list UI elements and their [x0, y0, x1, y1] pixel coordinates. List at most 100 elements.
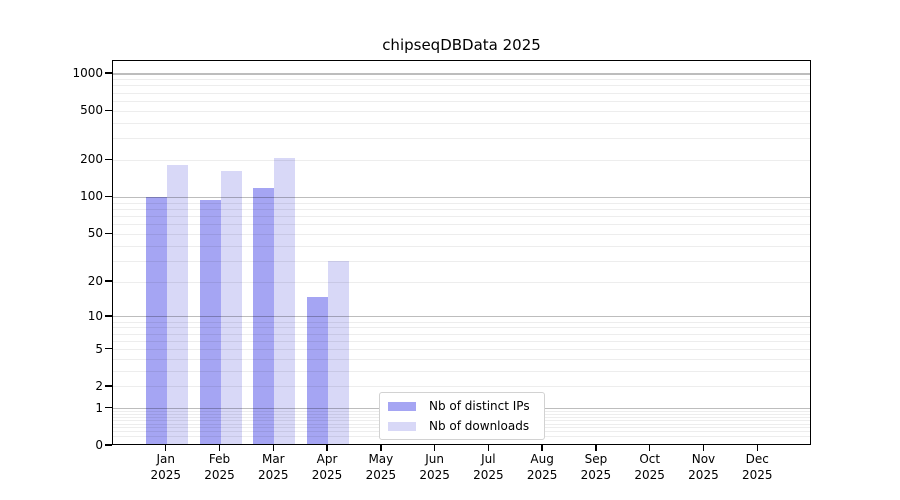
bar-nb-of-downloads-jan [166, 164, 188, 444]
gridline-minor-900 [113, 79, 810, 81]
gridline-minor-6 [113, 340, 810, 342]
gridline-minor-700 [113, 92, 810, 94]
legend-label-distinct-ips: Nb of distinct IPs [429, 399, 530, 413]
y-tick-label-5: 5 [95, 341, 103, 356]
gridline-minor-300 [113, 138, 810, 140]
gridline-minor-8 [113, 327, 810, 329]
x-tick-mark-oct [648, 445, 651, 451]
y-tick-label-1: 1 [95, 400, 103, 415]
gridline-minor-400 [113, 122, 810, 124]
month-year: 2025 [258, 467, 289, 482]
x-tick-mark-aug [541, 445, 543, 451]
y-tick-label-500: 500 [80, 103, 103, 118]
x-tick-label-oct: Oct 2025 [622, 452, 678, 483]
x-tick-label-feb: Feb 2025 [192, 452, 248, 483]
y-tick-mark-200 [105, 158, 112, 161]
month-name: Jul [481, 452, 496, 466]
chart-title: chipseqDBData 2025 [382, 36, 541, 54]
gridline-minor-20 [113, 281, 810, 283]
gridline-minor-7 [113, 333, 810, 335]
y-tick-label-200: 200 [80, 152, 103, 167]
gridline-minor-50 [113, 233, 810, 235]
x-tick-label-may: May 2025 [353, 452, 409, 483]
y-tick-mark-1 [105, 406, 112, 409]
month-name: Dec [745, 452, 769, 466]
gridline-major-1000 [113, 73, 810, 75]
gridline-minor-200 [113, 159, 810, 161]
x-tick-mark-feb [218, 445, 221, 451]
x-tick-label-aug: Aug 2025 [514, 452, 570, 483]
x-tick-label-mar: Mar 2025 [245, 452, 301, 483]
month-name: Jan [156, 452, 176, 466]
gridline-minor-9 [113, 321, 810, 323]
month-year: 2025 [150, 467, 182, 482]
gridline-major-100 [113, 196, 810, 199]
month-name: Feb [208, 452, 231, 466]
x-tick-label-apr: Apr 2025 [299, 452, 355, 483]
gridline-minor-30 [113, 260, 810, 262]
plot-area [112, 60, 811, 445]
y-tick-mark-5 [105, 347, 112, 350]
y-tick-mark-100 [105, 195, 112, 198]
legend: Nb of distinct IPs Nb of downloads [379, 392, 545, 440]
x-tick-label-jun: Jun 2025 [407, 452, 463, 483]
bar-nb-of-distinct-ips-jan [145, 197, 167, 444]
month-name: Apr [316, 452, 338, 466]
gridline-minor-80 [113, 208, 810, 210]
x-tick-mark-sep [595, 445, 597, 451]
gridline-minor-60 [113, 224, 810, 226]
x-tick-mark-dec [756, 445, 758, 451]
y-tick-mark-1000 [105, 72, 112, 74]
month-name: Nov [691, 452, 716, 466]
month-year: 2025 [688, 467, 719, 482]
x-tick-mark-apr [326, 445, 328, 451]
month-year: 2025 [580, 467, 612, 482]
gridline-minor-70 [113, 215, 810, 217]
y-tick-mark-50 [105, 232, 112, 234]
month-year: 2025 [365, 467, 397, 482]
x-tick-mark-jul [487, 445, 490, 451]
x-tick-mark-mar [272, 445, 274, 451]
x-tick-label-sep: Sep 2025 [568, 452, 624, 483]
bar-nb-of-downloads-apr [328, 261, 350, 444]
month-year: 2025 [741, 467, 773, 482]
month-year: 2025 [473, 467, 504, 482]
month-name: May [368, 452, 394, 466]
gridline-minor-500 [113, 110, 810, 112]
y-tick-label-0: 0 [95, 438, 103, 452]
bar-nb-of-distinct-ips-apr [307, 296, 329, 444]
legend-swatch-distinct-ips [388, 401, 416, 411]
month-name: Mar [261, 452, 285, 466]
x-tick-mark-may [380, 445, 382, 451]
y-tick-mark-10 [105, 315, 112, 317]
month-year: 2025 [311, 467, 343, 482]
gridline-minor-600 [113, 100, 810, 102]
gridline-minor-800 [113, 85, 810, 87]
gridline-minor-40 [113, 245, 810, 247]
gridline-minor-3 [113, 370, 810, 372]
legend-item-distinct-ips: Nb of distinct IPs [388, 398, 536, 414]
month-year: 2025 [526, 467, 558, 482]
month-name: Sep [584, 452, 608, 466]
y-tick-label-2: 2 [95, 378, 103, 393]
gridline-minor-90 [113, 202, 810, 204]
y-tick-mark-500 [105, 109, 112, 111]
month-name: Jun [425, 452, 444, 466]
bar-nb-of-downloads-mar [274, 157, 296, 444]
x-tick-mark-jun [433, 445, 436, 451]
month-year: 2025 [419, 467, 450, 482]
y-tick-mark-2 [105, 385, 112, 387]
month-name: Oct [639, 452, 661, 466]
month-name: Aug [530, 452, 554, 466]
x-tick-mark-nov [702, 445, 705, 451]
gridline-minor-4 [113, 358, 810, 360]
y-tick-label-100: 100 [80, 189, 103, 204]
legend-label-downloads: Nb of downloads [429, 419, 530, 433]
x-tick-label-jul: Jul 2025 [460, 452, 516, 483]
y-tick-label-50: 50 [87, 226, 103, 241]
gridline-minor-5 [113, 349, 810, 350]
bar-nb-of-distinct-ips-mar [253, 187, 275, 444]
legend-swatch-downloads [388, 421, 416, 431]
bar-nb-of-downloads-feb [220, 170, 242, 444]
